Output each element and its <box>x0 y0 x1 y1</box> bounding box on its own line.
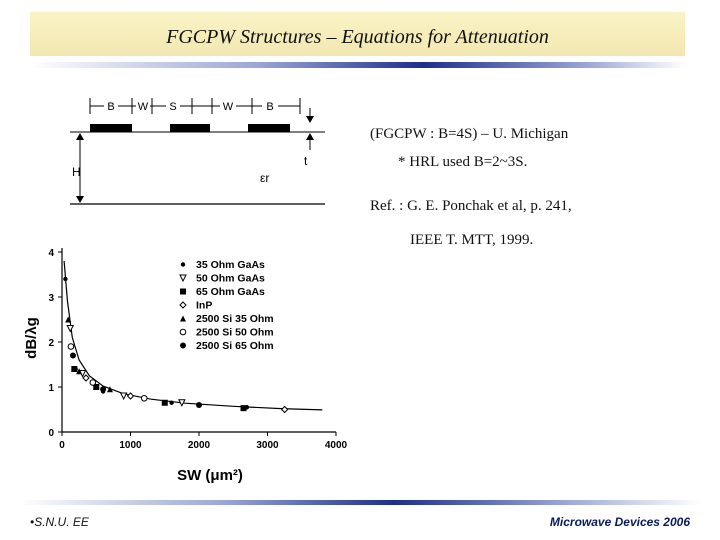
y-tick-label: 2 <box>48 338 54 349</box>
data-point <box>100 386 107 393</box>
label-w-left: W <box>138 101 149 113</box>
footer-divider <box>20 500 700 505</box>
y-tick-label: 4 <box>48 248 54 259</box>
legend-marker <box>180 262 186 267</box>
x-tick-label: 3000 <box>256 440 279 451</box>
footer-affiliation: S.N.U. EE <box>34 515 89 529</box>
note-hrl: * HRL used B=2~3S. <box>398 154 528 170</box>
legend-entry: InP <box>196 300 212 312</box>
data-point <box>65 316 72 323</box>
label-s: S <box>169 101 176 113</box>
data-point <box>71 366 78 372</box>
note-journal: IEEE T. MTT, 1999. <box>410 232 534 248</box>
y-tick-label: 1 <box>48 383 54 394</box>
data-point <box>126 392 135 400</box>
label-t: t <box>304 154 308 168</box>
legend-entry: 65 Ohm GaAs <box>196 286 265 298</box>
footer-course-title: Microwave Devices 2006 <box>549 515 690 529</box>
data-point <box>89 379 97 386</box>
x-tick-label: 4000 <box>325 440 348 451</box>
data-point <box>240 405 247 412</box>
title-divider <box>30 62 685 68</box>
legend-entry: 2500 Si 50 Ohm <box>196 327 274 339</box>
note-reference: Ref. : G. E. Ponchak et al, p. 241, <box>370 198 572 214</box>
label-b-right: B <box>266 101 273 113</box>
legend-marker <box>179 274 187 283</box>
data-point <box>119 392 128 401</box>
data-point <box>69 352 76 359</box>
legend-marker <box>180 288 186 295</box>
chart-axes: 0 1000 2000 3000 4000 0 1 2 3 4 <box>48 248 348 451</box>
fgcpw-cross-section-diagram: B W S W B H t εr <box>70 98 325 205</box>
data-point <box>82 374 90 382</box>
legend-entry: 35 Ohm GaAs <box>196 259 265 271</box>
label-epsilon-r: εr <box>260 171 269 185</box>
legend-marker <box>180 342 186 349</box>
title-banner: FGCPW Structures – Equations for Attenua… <box>30 12 685 56</box>
label-w-right: W <box>223 101 234 113</box>
data-point <box>161 399 168 406</box>
footer-bullet: • <box>30 515 35 529</box>
ground-strip-right <box>248 124 290 132</box>
note-fgcpw: (FGCPW : B=4S) – U. Michigan <box>370 126 569 142</box>
legend-entry: 2500 Si 65 Ohm <box>196 340 274 352</box>
data-point <box>106 386 113 393</box>
data-point <box>67 343 75 350</box>
data-point <box>196 402 202 408</box>
data-point <box>280 405 289 414</box>
x-tick-label: 0 <box>59 440 65 451</box>
y-axis-label: dB/λg <box>23 317 40 359</box>
data-point <box>178 399 186 407</box>
data-points <box>63 276 289 414</box>
data-point <box>140 394 148 402</box>
footer-left-text: •S.N.U. EE <box>30 515 89 529</box>
data-point <box>76 368 83 375</box>
label-b-left: B <box>107 101 114 113</box>
x-axis-label: SW (μm²) <box>177 467 243 484</box>
legend-marker <box>180 315 186 322</box>
legend-marker <box>179 328 187 336</box>
ground-strip-left <box>90 124 132 132</box>
legend-marker <box>179 301 187 309</box>
attenuation-scatter-chart: 0 1000 2000 3000 4000 0 1 2 3 4 35 Ohm GaAs 50 Ohm… <box>23 248 348 484</box>
slide-title: FGCPW Structures – Equations for Attenua… <box>166 26 549 48</box>
data-point <box>63 276 68 282</box>
legend-entry: 50 Ohm GaAs <box>196 273 265 285</box>
data-point <box>169 400 174 405</box>
x-tick-label: 2000 <box>188 440 211 451</box>
data-point <box>93 384 100 390</box>
label-h: H <box>72 165 81 179</box>
y-tick-label: 3 <box>48 293 54 304</box>
center-strip <box>170 124 210 132</box>
legend-entry: 2500 Si 35 Ohm <box>196 313 274 325</box>
y-tick-label: 0 <box>48 428 54 439</box>
data-point <box>66 325 75 333</box>
x-tick-label: 1000 <box>119 440 142 451</box>
